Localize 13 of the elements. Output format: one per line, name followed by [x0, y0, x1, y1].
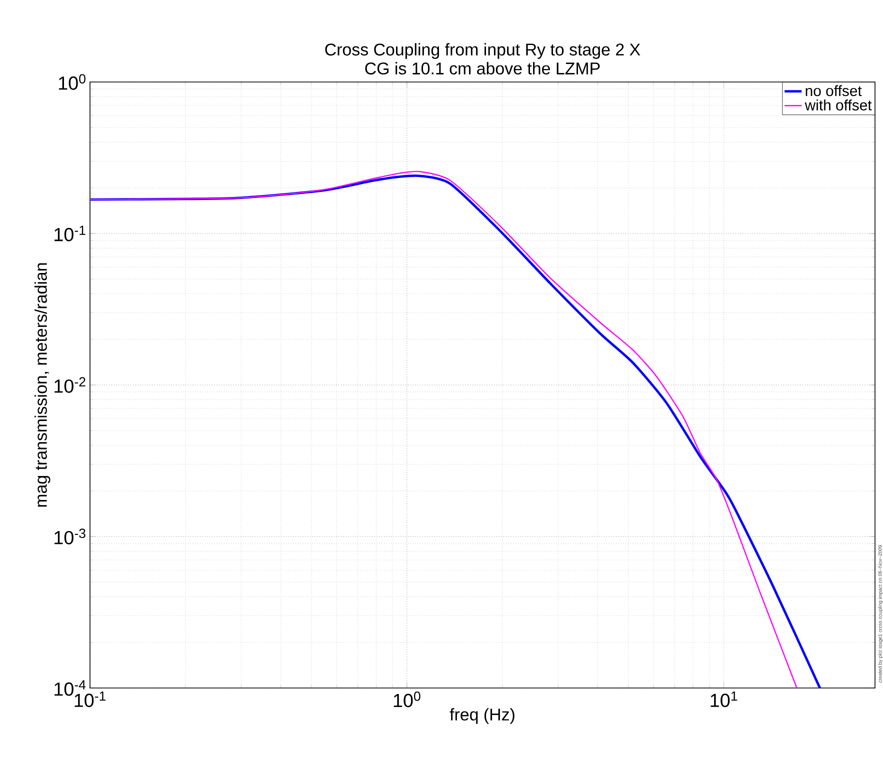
y-tick-label: 10$^{-2}$: [54, 377, 86, 393]
y-tick-label: 10$^{-3}$: [54, 528, 86, 544]
x-tick-label: 10$^{-1}$: [74, 692, 106, 708]
x-tick-label: 10$^{0}$: [394, 692, 420, 708]
y-tick-label: 10$^{-1}$: [54, 226, 86, 242]
legend-label: no offset: [806, 85, 862, 96]
y-axis-title: mag transmission, meters/radian: [34, 263, 50, 507]
y-tick-label: 10$^{0}$: [58, 74, 86, 90]
x-tick-label: 10$^{1}$: [710, 692, 738, 708]
chart-title: Cross Coupling from input Ry to stage 2 X: [325, 43, 640, 59]
legend-label: with offset: [804, 99, 872, 110]
x-axis-title: freq (Hz): [450, 708, 514, 724]
chart-subtitle: CG is 10.1 cm above the LZMP: [365, 62, 600, 74]
